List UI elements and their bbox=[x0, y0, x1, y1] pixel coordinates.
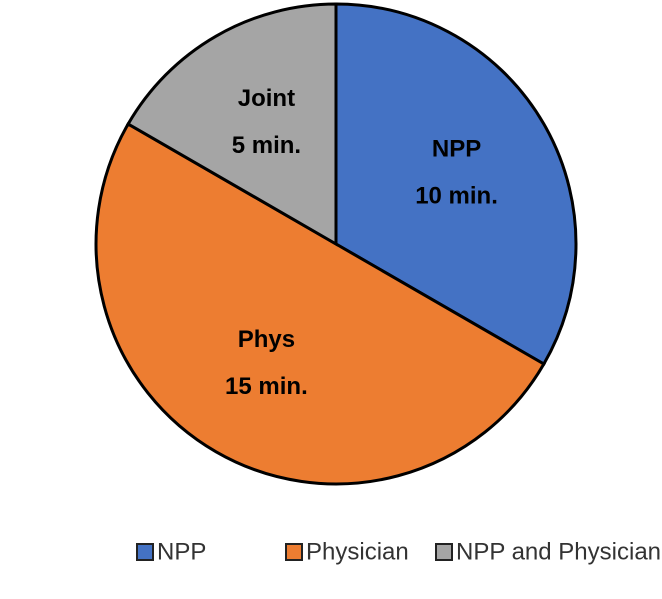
legend-label: NPP bbox=[157, 538, 206, 565]
legend-swatch bbox=[136, 543, 154, 561]
legend-swatch bbox=[435, 543, 453, 561]
legend-label: NPP and Physician bbox=[456, 538, 661, 565]
slice-name: Phys bbox=[238, 326, 295, 353]
pie-slice bbox=[94, 121, 546, 486]
pie-slice bbox=[126, 2, 338, 247]
data-label: 15 min. bbox=[225, 373, 308, 400]
legend-swatch bbox=[285, 543, 303, 561]
slice-name: NPP bbox=[432, 136, 481, 163]
pie-slice bbox=[334, 2, 578, 367]
data-label: 10 min. bbox=[415, 183, 498, 210]
data-label: 5 min. bbox=[232, 132, 301, 159]
legend-label: Physician bbox=[306, 538, 409, 565]
slice-name: Joint bbox=[238, 85, 295, 112]
